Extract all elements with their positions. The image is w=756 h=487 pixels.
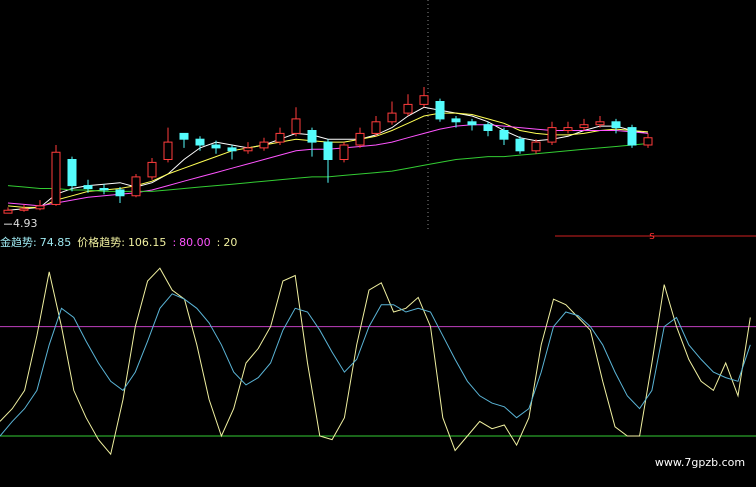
- candle-body: [467, 121, 477, 126]
- candle-body: [451, 118, 461, 123]
- candle-body: [323, 141, 333, 161]
- candle-body: [531, 141, 541, 152]
- candle-body: [195, 138, 205, 146]
- candle-body: [339, 144, 349, 160]
- candle-body: [435, 101, 445, 120]
- candle-body: [243, 147, 253, 152]
- candle-body: [83, 185, 93, 190]
- candle-body: [211, 144, 221, 149]
- candle-body: [179, 132, 189, 140]
- candle-body: [51, 151, 61, 205]
- candle-body: [275, 132, 285, 143]
- candle-body: [387, 112, 397, 123]
- readout-label: 金趋势:: [0, 235, 37, 249]
- candle-body: [643, 137, 653, 146]
- oscillator-line: [0, 293, 751, 437]
- candle-body: [115, 189, 125, 197]
- readout: 金趋势: 74.85 价格趋势: 106.15:80.00:20: [0, 235, 237, 249]
- candle-body: [291, 118, 301, 134]
- candle-body: [3, 209, 13, 214]
- candle-body: [259, 141, 269, 149]
- readout-value: 80.00: [179, 236, 211, 249]
- readout-value: 20: [223, 236, 237, 249]
- readout-label: 价格趋势:: [77, 235, 125, 249]
- candle-body: [371, 121, 381, 134]
- candle-body: [67, 159, 77, 187]
- candle-body: [579, 124, 589, 129]
- candle-body: [307, 130, 317, 143]
- candle-body: [147, 161, 157, 178]
- candle-body: [515, 138, 525, 152]
- candle-body: [227, 147, 237, 152]
- candle-body: [131, 176, 141, 197]
- low-label: 4.93: [13, 217, 38, 230]
- candle-body: [163, 141, 173, 161]
- candle-body: [403, 103, 413, 114]
- readout-value: 74.85: [40, 236, 72, 249]
- readout-label: :: [217, 236, 221, 249]
- watermark: www.7gpzb.com: [655, 456, 745, 469]
- candle-body: [419, 95, 429, 105]
- candle-body: [611, 121, 621, 129]
- candle-body: [35, 205, 45, 210]
- candle-body: [99, 188, 109, 191]
- candle-body: [547, 127, 557, 143]
- candle-body: [355, 132, 365, 146]
- readout-value: 106.15: [128, 236, 167, 249]
- candle-body: [595, 121, 605, 126]
- candle-body: [563, 127, 573, 131]
- readout-label: :: [172, 236, 176, 249]
- candle-body: [19, 208, 29, 211]
- candle-body: [483, 124, 493, 131]
- signal-label: s: [649, 229, 655, 242]
- candle-body: [627, 127, 637, 146]
- candle-body: [499, 130, 509, 140]
